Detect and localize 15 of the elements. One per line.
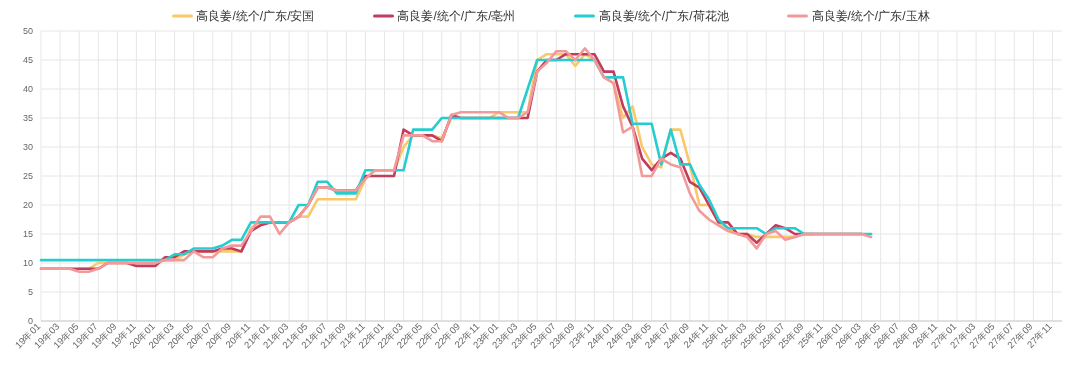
- legend-label: 高良姜/统个/广东/亳州: [397, 9, 516, 23]
- y-tick-label: 35: [22, 113, 33, 123]
- y-tick-label: 30: [22, 142, 33, 152]
- legend-label: 高良姜/统个/广东/玉林: [811, 9, 930, 23]
- y-tick-label: 0: [27, 316, 33, 326]
- legend-label: 高良姜/统个/广东/荷花池: [598, 9, 729, 23]
- y-tick-label: 25: [22, 171, 33, 181]
- y-tick-label: 40: [22, 84, 33, 94]
- y-tick-label: 15: [22, 229, 33, 239]
- y-tick-label: 10: [22, 258, 33, 268]
- y-tick-label: 50: [22, 26, 33, 36]
- y-tick-label: 5: [27, 287, 33, 297]
- y-tick-label: 45: [22, 55, 33, 65]
- legend-label: 高良姜/统个/广东/安国: [196, 9, 315, 23]
- y-tick-label: 20: [22, 200, 33, 210]
